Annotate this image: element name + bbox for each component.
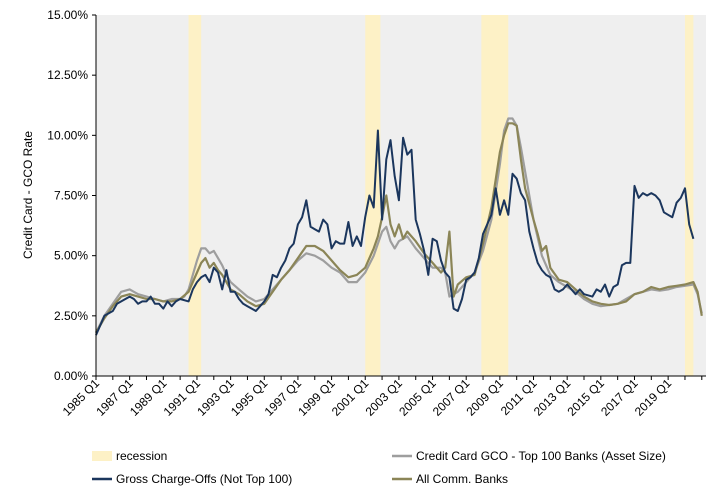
legend-label-top100: Credit Card GCO - Top 100 Banks (Asset S… — [416, 449, 666, 463]
axes — [92, 14, 706, 380]
y-axis-title: Credit Card - GCO Rate — [21, 131, 35, 259]
recession-band-1 — [365, 15, 381, 376]
x-tick-label: 2009 Q1 — [464, 376, 507, 419]
y-tick-label: 10.00% — [47, 128, 88, 142]
y-tick-label: 7.50% — [54, 189, 88, 203]
y-tick-label: 12.50% — [47, 68, 88, 82]
series-line-nottop100 — [95, 129, 695, 336]
series-line-top100 — [95, 117, 703, 334]
recession-band-3 — [684, 15, 694, 376]
y-tick-label: 5.00% — [54, 249, 88, 263]
x-tick-label: 2019 Q1 — [632, 376, 675, 419]
legend-label-nottop100: Gross Charge-Offs (Not Top 100) — [116, 472, 292, 486]
y-tick-label: 2.50% — [54, 309, 88, 323]
legend-swatch-recession — [92, 451, 112, 461]
series-line-allbanks — [95, 122, 703, 334]
recession-band-0 — [188, 15, 202, 376]
y-tick-label: 15.00% — [47, 8, 88, 22]
legend-label-allbanks: All Comm. Banks — [416, 472, 508, 486]
plot-area-background — [96, 15, 706, 376]
y-axis-tick-labels: 0.00% 2.50% 5.00% 7.50% 10.00% 12.50% 15.00% — [47, 8, 88, 383]
y-tick-label: 0.00% — [54, 369, 88, 383]
legend: recession Credit Card GCO - Top 100 Banks… — [92, 449, 666, 486]
series-lines — [95, 117, 703, 336]
legend-label-recession: recession — [116, 449, 167, 463]
